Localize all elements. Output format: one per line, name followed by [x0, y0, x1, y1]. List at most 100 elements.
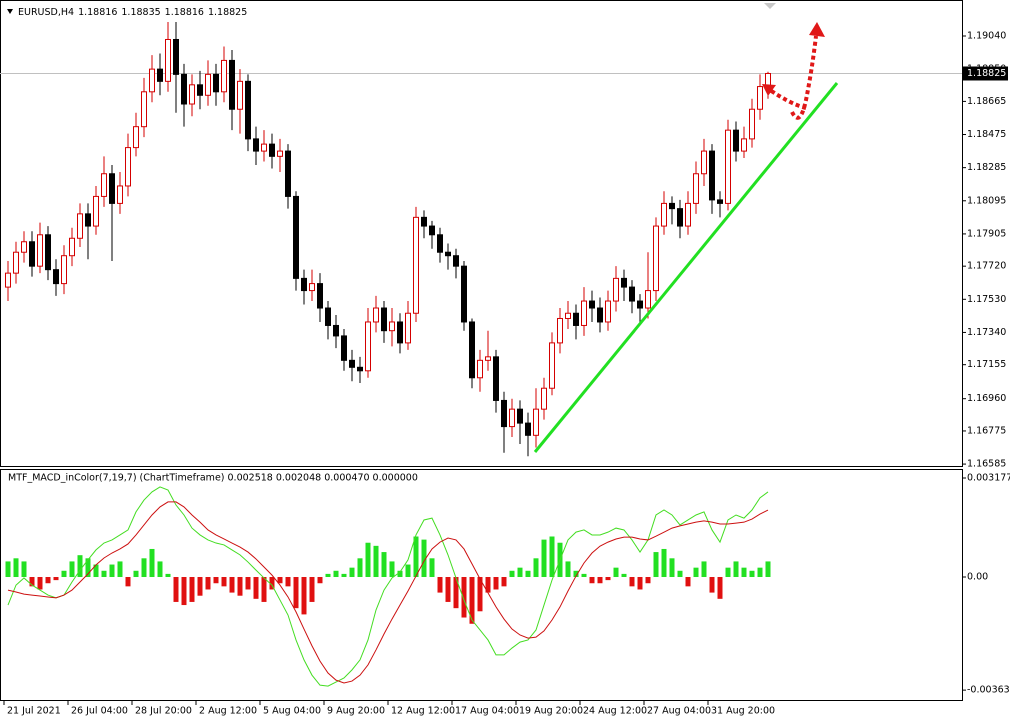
candle-body	[389, 321, 395, 332]
trend-line[interactable]	[533, 82, 839, 453]
candle-body	[549, 342, 555, 389]
candle-body	[573, 312, 579, 326]
histogram-bar	[141, 558, 147, 578]
histogram-bar	[533, 558, 539, 578]
header-close: 1.18825	[208, 7, 247, 18]
candle-body	[613, 277, 619, 302]
candle-body	[349, 359, 355, 368]
histogram-bar	[117, 561, 123, 578]
indicator-header: MTF_MACD_inColor(7,19,7) (ChartTimeframe…	[8, 473, 418, 484]
symbol: EURUSD,H4	[18, 7, 74, 18]
candle-body	[373, 307, 379, 323]
histogram-bar	[501, 577, 507, 587]
candle-body	[661, 202, 667, 227]
candle-body	[125, 147, 131, 187]
candle-body	[253, 138, 259, 152]
candle-body	[221, 59, 227, 93]
histogram-bar	[661, 548, 667, 578]
histogram-bar	[453, 577, 459, 609]
candle-body	[357, 366, 363, 372]
histogram-bar	[149, 548, 155, 578]
histogram-bar	[629, 577, 635, 587]
candle-body	[149, 68, 155, 93]
y-tick-label: 1.18665	[967, 96, 1006, 107]
x-tick-label: 28 Jul 20:00	[135, 706, 192, 717]
histogram-bar	[277, 577, 283, 584]
candle-body	[141, 91, 147, 128]
histogram-bar	[397, 570, 403, 578]
histogram-bar	[229, 577, 235, 593]
candle-body	[205, 73, 211, 96]
candle-body	[293, 195, 299, 279]
histogram-bar	[221, 577, 227, 587]
candle-body	[245, 80, 251, 140]
candle-body	[309, 283, 315, 292]
histogram-bar	[205, 577, 211, 590]
candle-body	[541, 387, 547, 410]
histogram-bar	[37, 577, 43, 590]
histogram-bar	[109, 564, 115, 578]
histogram-bar	[733, 561, 739, 578]
histogram-bar	[581, 573, 587, 578]
y-tick-label: 1.17530	[967, 294, 1006, 305]
candle-body	[597, 307, 603, 323]
candle-body	[45, 234, 51, 271]
histogram-bar	[509, 570, 515, 578]
histogram-bar	[517, 567, 523, 578]
candle-body	[405, 312, 411, 344]
histogram-bar	[573, 570, 579, 578]
candle-body	[517, 408, 523, 424]
y-tick-label: 1.17155	[967, 359, 1006, 370]
menu-triangle[interactable]	[7, 9, 13, 14]
histogram-bar	[269, 577, 275, 590]
candle-body	[165, 38, 171, 82]
candle-body	[501, 399, 507, 428]
histogram-bar	[125, 577, 131, 587]
candle-body	[397, 321, 403, 344]
histogram-bar	[53, 577, 59, 581]
y-tick-label: 1.17340	[967, 327, 1006, 338]
shift-marker[interactable]	[764, 3, 776, 9]
x-tick-label: 9 Aug 20:00	[327, 706, 385, 717]
x-tick-label: 12 Aug 12:00	[391, 706, 455, 717]
histogram-bar	[93, 564, 99, 578]
histogram-bar	[429, 558, 435, 578]
candle-body	[413, 216, 419, 314]
candle-body	[237, 80, 243, 110]
x-tick-label: 26 Jul 04:00	[71, 706, 128, 717]
candle-body	[133, 126, 139, 149]
histogram-bar	[765, 561, 771, 578]
histogram-bar	[669, 558, 675, 578]
candle-body	[653, 225, 659, 292]
candle-body	[317, 283, 323, 309]
candle-body	[189, 84, 195, 105]
y-tick-label: 0.00	[967, 572, 988, 583]
histogram-bar	[237, 577, 243, 596]
histogram-bar	[77, 555, 83, 578]
histogram-bar	[213, 577, 219, 584]
histogram-bar	[389, 561, 395, 578]
candle-body	[341, 335, 347, 361]
candle-body	[365, 321, 371, 372]
y-tick-label: -0.00363	[967, 685, 1010, 696]
candle-body	[301, 277, 307, 292]
histogram-bar	[701, 561, 707, 578]
histogram-bar	[101, 570, 107, 578]
candle-body	[261, 143, 267, 152]
histogram-bar	[45, 577, 51, 584]
histogram-bar	[485, 577, 491, 593]
histogram-bar	[477, 577, 483, 612]
header-open: 1.18816	[78, 7, 117, 18]
candle-body	[69, 237, 75, 257]
histogram-bar	[493, 577, 499, 590]
histogram-bar	[157, 561, 163, 578]
candle-body	[61, 255, 67, 285]
histogram-bar	[189, 577, 195, 602]
candle-body	[621, 277, 627, 288]
histogram-bar	[301, 577, 307, 615]
histogram-bar	[61, 570, 67, 578]
candle-body	[469, 321, 475, 379]
histogram-bar	[693, 567, 699, 578]
arrow-head	[809, 22, 825, 37]
